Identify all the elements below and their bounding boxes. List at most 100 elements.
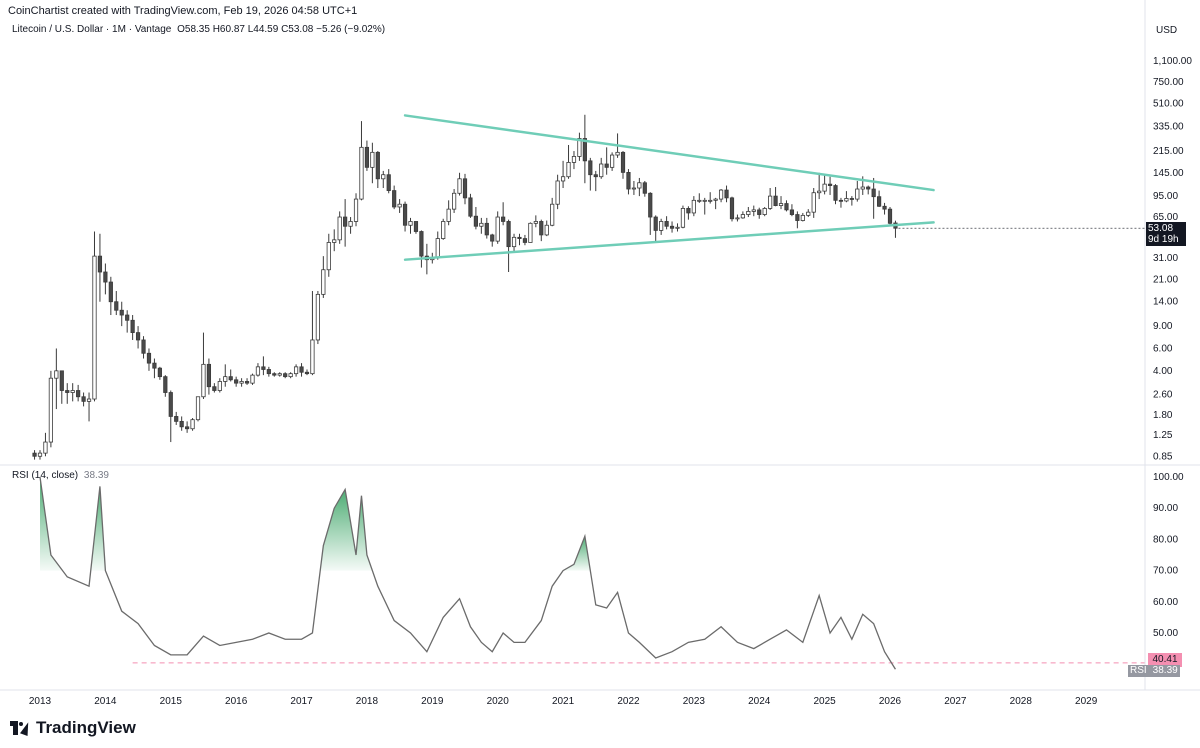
candle-body <box>359 146 364 200</box>
time-tick-label: 2027 <box>944 696 967 707</box>
candle-body <box>462 178 468 199</box>
time-tick-label: 2022 <box>617 696 640 707</box>
time-tick-label: 2021 <box>552 696 575 707</box>
candle-body <box>746 210 751 215</box>
rsi-line <box>39 476 897 670</box>
candle-body <box>135 332 141 341</box>
symbol-legend: Litecoin / U.S. Dollar · 1M · Vantage O5… <box>12 24 385 35</box>
rsi-tick-label: 70.00 <box>1153 566 1178 577</box>
rsi-overbought-fill <box>320 489 373 571</box>
candle-body <box>522 238 528 243</box>
candle-body <box>653 216 658 231</box>
candle-body <box>468 197 473 217</box>
candle-body <box>490 234 495 242</box>
candle-body <box>130 319 135 334</box>
rsi-tick-label: 90.00 <box>1153 503 1178 514</box>
candle-body <box>631 187 637 190</box>
candle-body <box>272 373 277 376</box>
symbol-name[interactable]: Litecoin / U.S. Dollar · 1M · Vantage <box>12 24 172 35</box>
price-tick-label: 21.00 <box>1153 274 1178 285</box>
currency-label[interactable]: USD <box>1156 25 1178 36</box>
price-pane <box>32 114 1145 460</box>
rsi-overbought-fill <box>40 477 63 571</box>
price-tick-label: 0.85 <box>1153 451 1173 462</box>
candle-body <box>702 199 707 202</box>
rsi-tick-label: 80.00 <box>1153 534 1178 545</box>
tradingview-logo[interactable]: TradingView <box>10 718 136 738</box>
candle-body <box>413 221 419 232</box>
time-tick-label: 2029 <box>1075 696 1098 707</box>
candle-body <box>190 419 195 430</box>
candle-body <box>179 420 184 428</box>
candle-body <box>108 281 113 303</box>
candle-body <box>708 199 713 202</box>
candle-body <box>343 216 348 227</box>
rsi-tag-name: RSI <box>1130 665 1147 676</box>
candle-body <box>386 174 391 191</box>
candle-body <box>626 171 631 190</box>
candle-body <box>506 221 511 248</box>
candle-body <box>817 190 822 194</box>
time-tick-label: 2019 <box>421 696 444 707</box>
time-tick-label: 2026 <box>879 696 902 707</box>
candle-body <box>659 221 664 231</box>
candle-body <box>217 381 222 391</box>
candle-body <box>299 366 304 373</box>
candle-body <box>637 182 642 189</box>
candle-body <box>675 226 680 229</box>
candle-body <box>855 188 860 200</box>
candle-body <box>92 255 97 400</box>
candle-body <box>206 363 212 388</box>
price-tick-label: 65.00 <box>1153 212 1178 223</box>
candle-body <box>473 215 478 227</box>
candle-body <box>239 381 244 384</box>
price-tick-label: 510.00 <box>1153 98 1184 109</box>
candle-body <box>669 225 675 229</box>
candle-body <box>212 386 217 391</box>
candle-body <box>866 186 871 190</box>
time-tick-label: 2015 <box>160 696 183 707</box>
candle-body <box>419 231 424 257</box>
candle-body <box>76 390 81 398</box>
rsi-legend[interactable]: RSI (14, close) 38.39 <box>12 470 109 481</box>
time-tick-label: 2016 <box>225 696 248 707</box>
last-price-tag: 53.08 9d 19h <box>1146 222 1186 246</box>
candle-body <box>588 160 593 176</box>
rsi-legend-value: 38.39 <box>83 470 109 481</box>
candle-body <box>168 392 173 417</box>
candle-body <box>773 195 778 206</box>
candle-body <box>146 352 152 364</box>
candle-body <box>195 396 201 421</box>
candle-body <box>511 236 517 248</box>
candle-body <box>321 269 326 295</box>
rsi-legend-title: RSI (14, close) <box>12 470 79 481</box>
candle-body <box>441 221 446 239</box>
candle-body <box>751 209 756 212</box>
candle-body <box>326 242 331 271</box>
rsi-pane <box>39 476 1145 670</box>
candle-body <box>822 183 827 192</box>
candle-body <box>408 221 413 226</box>
time-tick-label: 2025 <box>813 696 836 707</box>
candle-body <box>599 163 604 178</box>
candle-body <box>152 362 157 369</box>
candle-body <box>43 441 48 454</box>
candle-body <box>255 366 261 376</box>
candle-body <box>452 192 457 210</box>
rsi-tag-value: 38.39 <box>1152 665 1178 676</box>
trendline-upper <box>403 114 935 192</box>
candle-body <box>261 366 266 370</box>
candle-body <box>844 198 849 202</box>
candle-body <box>446 208 451 222</box>
candle-body <box>882 205 887 210</box>
time-tick-label: 2028 <box>1010 696 1033 707</box>
candle-body <box>392 190 397 208</box>
candle-body <box>157 367 162 378</box>
candle-body <box>223 376 228 382</box>
candle-body <box>266 369 271 375</box>
candle-body <box>768 195 773 209</box>
candle-body <box>620 151 626 173</box>
candle-body <box>724 189 729 199</box>
ohlc-values: O58.35 H60.87 L44.59 C53.08 −5.26 (−9.02… <box>177 24 386 35</box>
